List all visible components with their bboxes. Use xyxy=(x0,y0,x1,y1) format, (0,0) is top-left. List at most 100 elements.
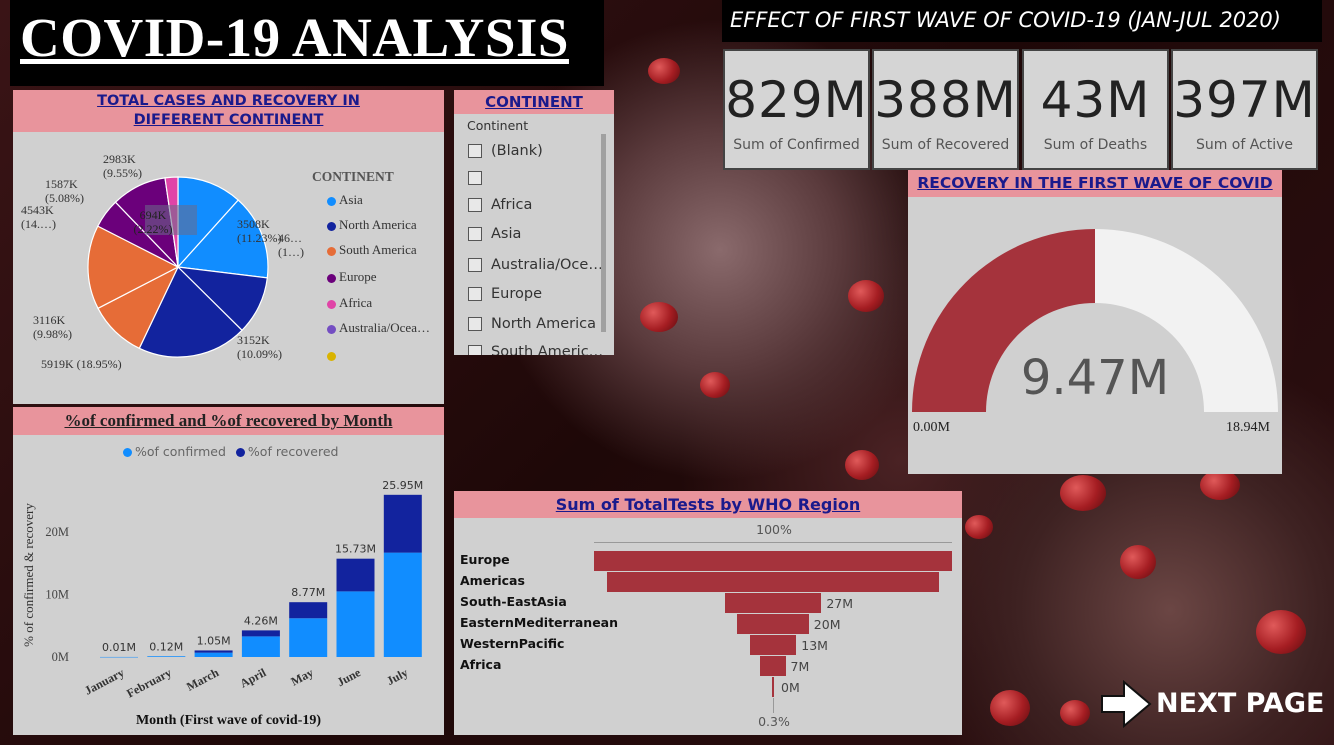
slicer-header: Continent xyxy=(467,118,529,133)
pie-data-label: (11.23%) xyxy=(237,231,282,245)
funnel-value-label: 0M xyxy=(781,680,800,695)
kpi-label: Sum of Recovered xyxy=(881,137,1010,153)
bar-xlabel: Month (First wave of covid-19) xyxy=(135,713,322,728)
checkbox[interactable] xyxy=(468,198,482,212)
gauge-remaining[interactable] xyxy=(1095,229,1278,412)
slicer-item-asia[interactable]: Asia xyxy=(468,226,521,242)
pie-data-label: (9.55%) xyxy=(103,166,142,180)
bar-confirmed[interactable] xyxy=(194,652,233,657)
funnel-bar[interactable] xyxy=(606,572,940,592)
pie-slice[interactable] xyxy=(176,199,269,279)
slicer-item-australia[interactable]: Australia/Oce… xyxy=(468,257,603,273)
funnel-bar[interactable] xyxy=(724,593,822,613)
bar-confirmed[interactable] xyxy=(241,636,280,657)
slicer-item-europe[interactable]: Europe xyxy=(468,286,542,302)
funnel-bar[interactable] xyxy=(749,635,797,655)
slicer-item-label: North America xyxy=(491,316,596,332)
slicer-item-empty[interactable] xyxy=(468,170,491,186)
gauge-panel[interactable]: RECOVERY IN THE FIRST WAVE OF COVID 9.47… xyxy=(908,170,1282,474)
virus-particle xyxy=(1060,700,1090,726)
bar-confirmed[interactable] xyxy=(147,656,186,657)
bar-recovered[interactable] xyxy=(241,630,280,637)
pie-data-label: (10.09%) xyxy=(237,347,282,361)
gauge-chart[interactable] xyxy=(908,197,1282,474)
pie-slice[interactable] xyxy=(87,225,180,310)
funnel-bar[interactable] xyxy=(772,677,774,697)
bar-recovered[interactable] xyxy=(383,494,422,553)
bar-confirmed[interactable] xyxy=(289,618,328,657)
virus-particle xyxy=(990,690,1030,726)
bar-confirmed[interactable] xyxy=(100,656,138,658)
kpi-card-active[interactable]: 397M Sum of Active xyxy=(1171,49,1318,170)
funnel-category-label: WesternPacific xyxy=(460,636,565,651)
pie-legend-australia[interactable]: Australia/Ocea… xyxy=(327,320,430,336)
checkbox[interactable] xyxy=(468,227,482,241)
kpi-value: 397M xyxy=(1173,71,1316,129)
checkbox[interactable] xyxy=(468,287,482,301)
checkbox[interactable] xyxy=(468,345,482,355)
bar-total-label: 0.12M xyxy=(149,640,183,653)
funnel-chart[interactable]: Europe Americas South-EastAsia 27M EasternMe… xyxy=(454,491,962,735)
kpi-card-deaths[interactable]: 43M Sum of Deaths xyxy=(1022,49,1169,170)
pie-legend-north-america[interactable]: North America xyxy=(327,217,417,233)
bar-recovered[interactable] xyxy=(336,558,375,592)
pie-legend-asia[interactable]: Asia xyxy=(327,192,363,208)
funnel-panel[interactable]: Sum of TotalTests by WHO Region 100% Eur… xyxy=(454,491,962,735)
slicer-item-africa[interactable]: Africa xyxy=(468,197,532,213)
kpi-card-recovered[interactable]: 388M Sum of Recovered xyxy=(872,49,1019,170)
gauge-min: 0.00M xyxy=(913,420,950,435)
funnel-bar[interactable] xyxy=(737,614,809,634)
pie-chart[interactable]: 3508K(11.23%)46…(1…) 3152K(10.09%) 5919K (… xyxy=(13,132,444,404)
legend-dot xyxy=(327,246,336,256)
slicer-item-south-america[interactable]: South Americ… xyxy=(468,344,603,355)
virus-particle xyxy=(640,302,678,332)
funnel-value-label: 7M xyxy=(790,659,810,674)
pie-slice[interactable] xyxy=(138,265,243,358)
pie-data-label: (1…) xyxy=(278,245,304,259)
pie-chart-title: TOTAL CASES AND RECOVERY IN DIFFERENT CO… xyxy=(13,90,444,132)
next-page-button[interactable]: NEXT PAGE xyxy=(1098,676,1325,732)
next-page-label: NEXT PAGE xyxy=(1156,688,1325,719)
bar-ytick-label: 20M xyxy=(45,525,69,539)
checkbox[interactable] xyxy=(468,144,482,158)
checkbox[interactable] xyxy=(468,317,482,331)
subtitle-banner: EFFECT OF FIRST WAVE OF COVID-19 (JAN-JU… xyxy=(722,0,1322,42)
bar-legend-recovered[interactable]: %of recovered xyxy=(235,444,338,459)
bar-confirmed[interactable] xyxy=(383,552,422,657)
legend-label: Asia xyxy=(339,192,363,207)
checkbox[interactable] xyxy=(468,171,482,185)
funnel-bar[interactable] xyxy=(594,551,952,571)
bar-confirmed[interactable] xyxy=(336,591,375,657)
funnel-bar[interactable] xyxy=(760,656,786,676)
funnel-bottom-line xyxy=(773,698,774,713)
slicer-item-north-america[interactable]: North America xyxy=(468,316,596,332)
gauge-fill[interactable] xyxy=(912,229,1095,412)
bar-ytick-label: 10M xyxy=(45,588,69,602)
slicer-item-label: Australia/Oce… xyxy=(491,257,603,273)
bar-chart-panel[interactable]: %of confirmed and %of recovered by Month… xyxy=(13,407,444,735)
checkbox[interactable] xyxy=(468,258,482,272)
bar-recovered[interactable] xyxy=(194,650,233,653)
slicer-item-label: South Americ… xyxy=(491,344,604,355)
continent-slicer[interactable]: CONTINENT Continent (Blank) Africa Asia … xyxy=(454,90,614,355)
pie-legend-south-america[interactable]: South America xyxy=(327,242,417,258)
bar-recovered[interactable] xyxy=(289,602,328,619)
legend-label: North America xyxy=(339,217,417,232)
pie-legend-blank[interactable] xyxy=(327,347,339,363)
bar-chart[interactable]: 0M 10M 20M 0.01M January 0.12M February 1.05M Ma… xyxy=(13,407,444,735)
kpi-card-confirmed[interactable]: 829M Sum of Confirmed xyxy=(723,49,870,170)
pie-legend-europe[interactable]: Europe xyxy=(327,269,377,285)
slicer-item-label: Asia xyxy=(491,226,522,242)
pie-data-label: 4543K xyxy=(21,203,54,217)
legend-dot xyxy=(327,196,336,206)
pie-legend-africa[interactable]: Africa xyxy=(327,295,372,311)
slicer-item-blank[interactable]: (Blank) xyxy=(468,143,543,159)
virus-particle xyxy=(700,372,730,398)
pie-chart-panel[interactable]: TOTAL CASES AND RECOVERY IN DIFFERENT CO… xyxy=(13,90,444,404)
kpi-value: 388M xyxy=(874,71,1017,129)
funnel-bottom-label: 0.3% xyxy=(758,714,790,729)
pie-data-label: 46… xyxy=(278,231,302,245)
pie-slice[interactable] xyxy=(177,176,240,269)
bar-legend-confirmed[interactable]: %of confirmed xyxy=(123,444,226,459)
slicer-scrollbar[interactable] xyxy=(601,134,606,332)
